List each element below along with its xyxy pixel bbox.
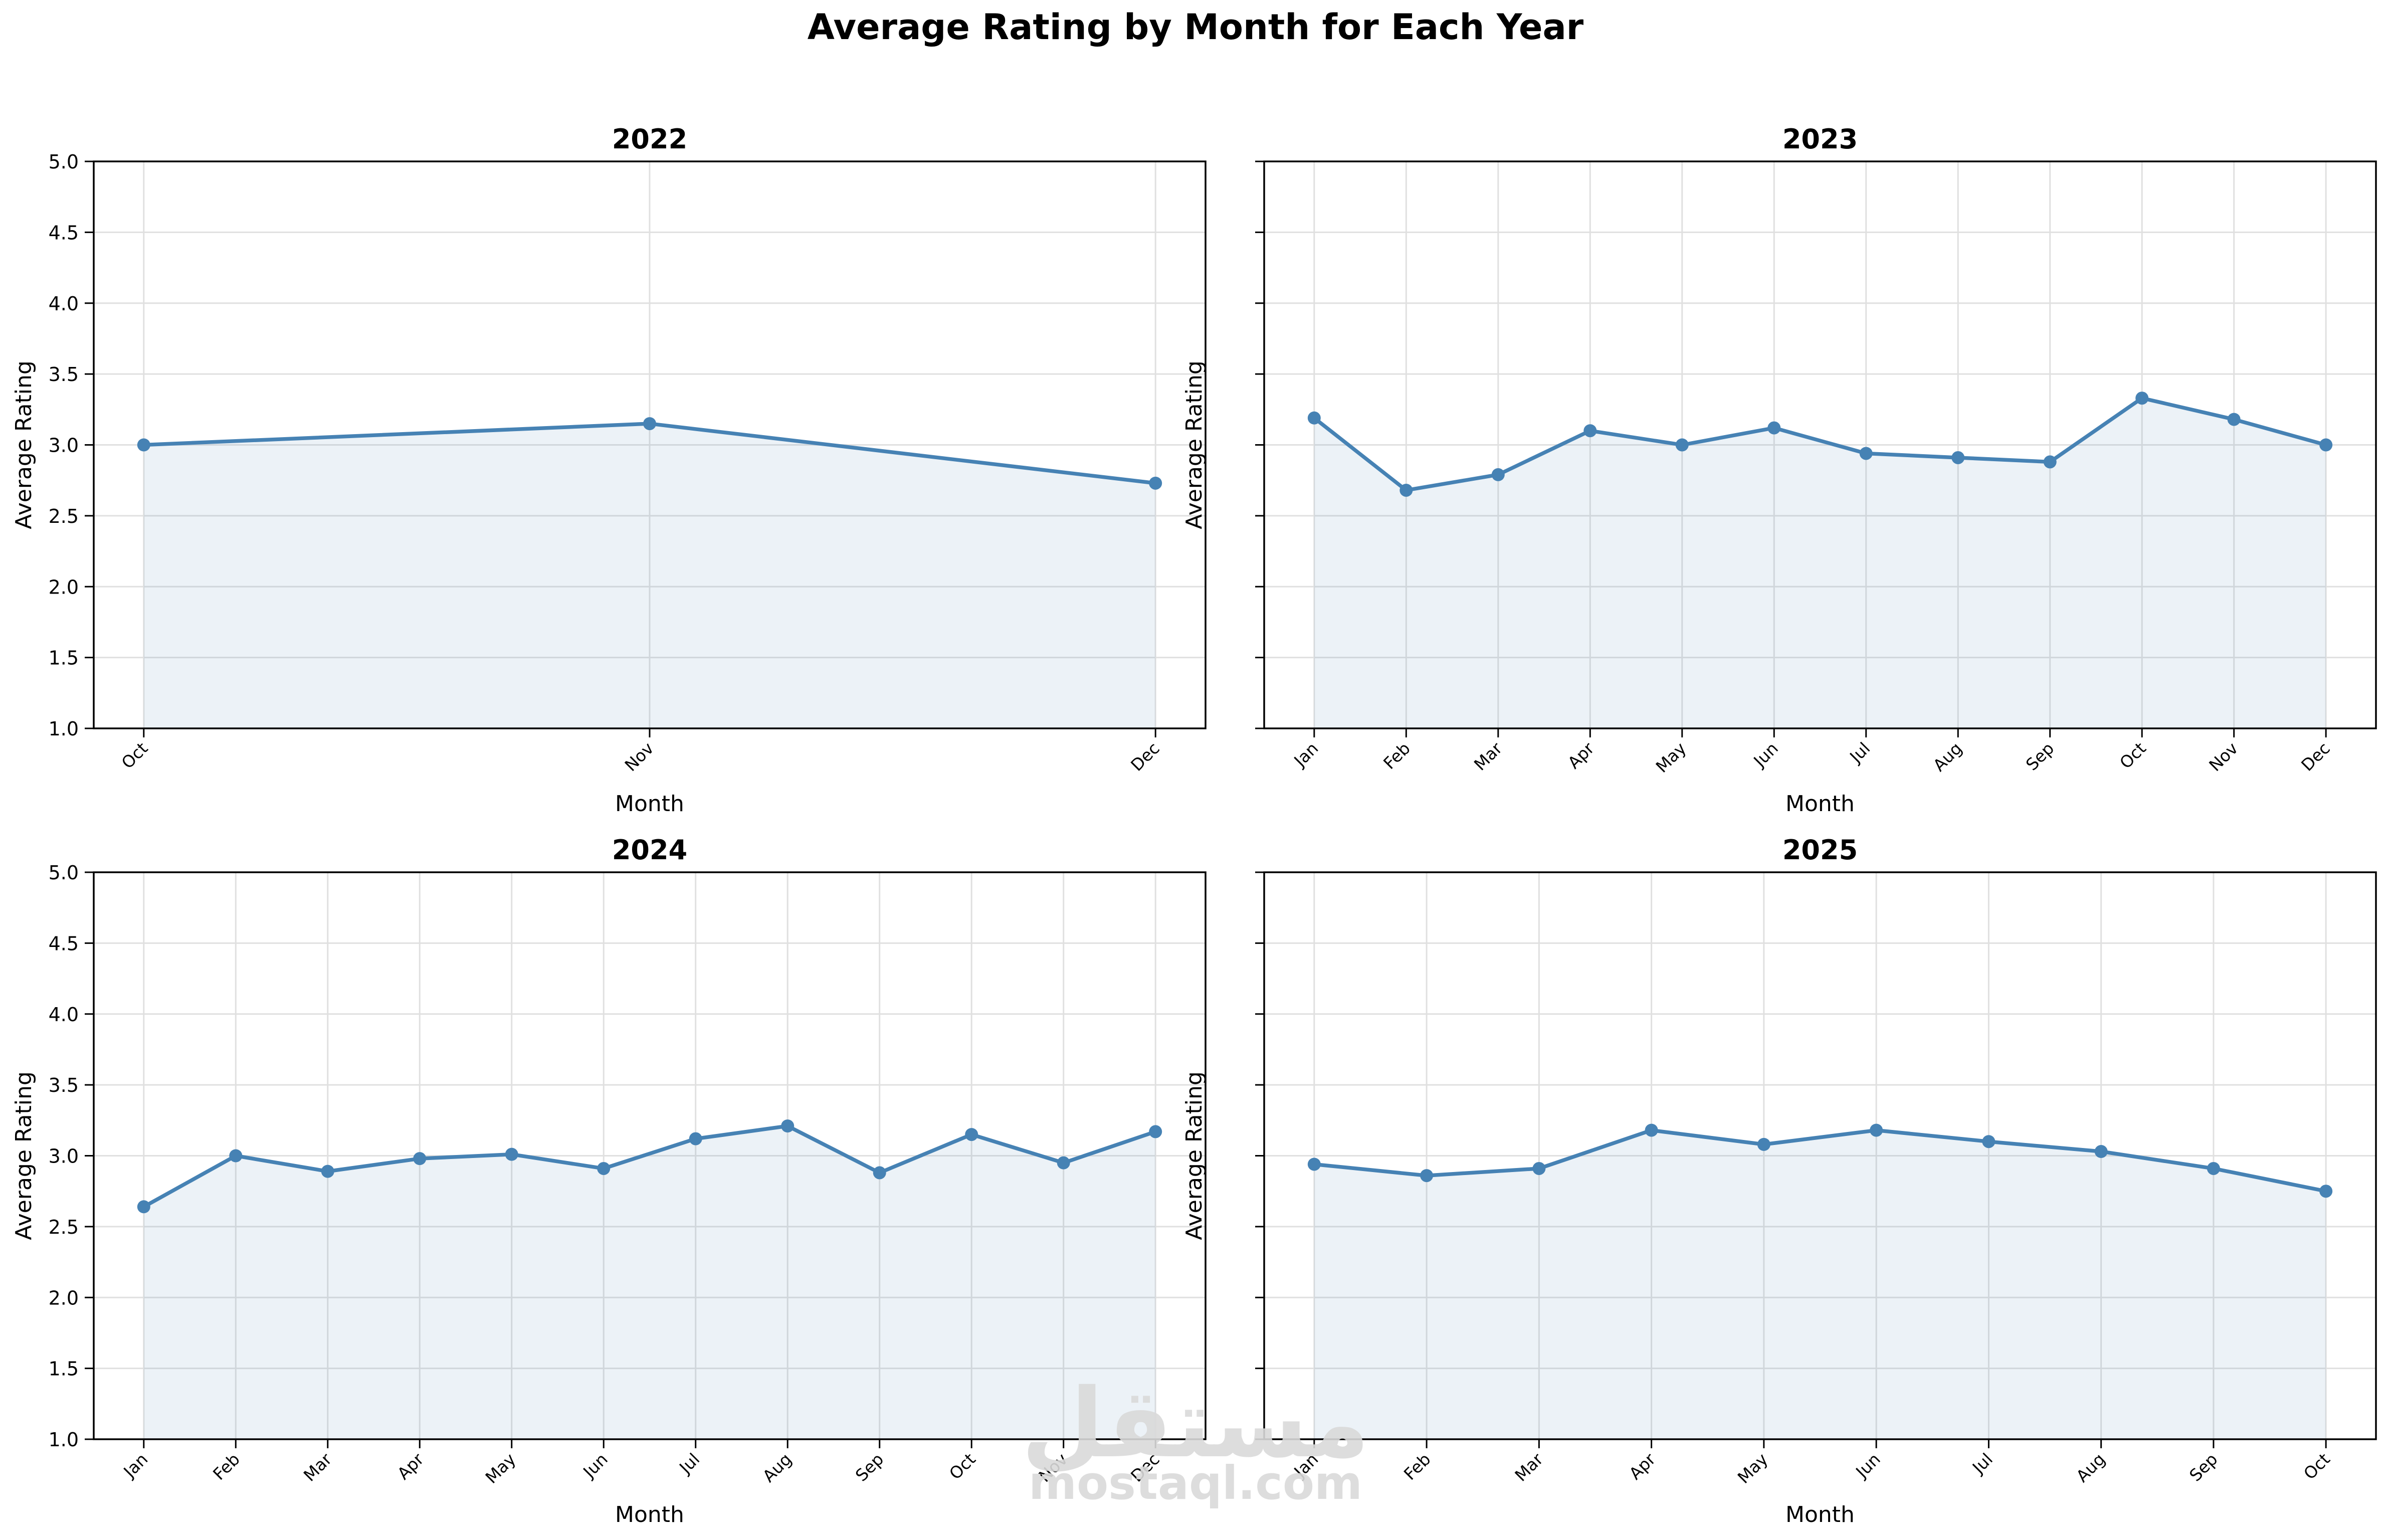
- x-axis-label: Month: [1785, 1502, 1855, 1527]
- data-point: [1951, 451, 1965, 464]
- y-tick-label: 1.0: [49, 718, 79, 740]
- data-point: [1982, 1135, 1996, 1148]
- data-point: [1645, 1123, 1658, 1137]
- y-tick-label: 4.5: [49, 222, 79, 244]
- data-point: [1491, 468, 1505, 481]
- chart-panel-2023: Jan Feb Mar Apr May Jun Jul Aug Sep Oct Nov Dec2023…: [1181, 123, 2377, 817]
- data-point: [2043, 455, 2057, 469]
- data-point: [1307, 1158, 1321, 1171]
- data-point: [505, 1147, 518, 1161]
- data-point: [1757, 1137, 1770, 1151]
- y-axis-label: Average Rating: [1181, 360, 1207, 529]
- y-tick-label: 2.0: [49, 1287, 79, 1309]
- y-tick-label: 4.0: [49, 1004, 79, 1026]
- data-point: [2207, 1162, 2220, 1175]
- area-fill: [1314, 1130, 2326, 1439]
- data-point: [413, 1152, 427, 1166]
- area-fill: [1314, 398, 2326, 728]
- data-point: [1149, 476, 1162, 490]
- y-tick-label: 1.0: [49, 1429, 79, 1451]
- data-point: [781, 1119, 794, 1133]
- data-point: [1057, 1156, 1070, 1170]
- subplot-title: 2023: [1782, 123, 1858, 155]
- data-point: [643, 417, 656, 431]
- data-point: [1149, 1125, 1162, 1138]
- y-tick-label: 3.0: [49, 1145, 79, 1168]
- data-point: [1420, 1169, 1434, 1183]
- data-point: [689, 1132, 702, 1145]
- area-fill: [143, 424, 1156, 728]
- data-point: [1870, 1123, 1883, 1137]
- data-point: [965, 1128, 978, 1141]
- data-point: [2319, 1185, 2333, 1198]
- y-tick-label: 3.5: [49, 1074, 79, 1096]
- y-axis-label: Average Rating: [1181, 1071, 1207, 1240]
- y-tick-label: 4.0: [49, 293, 79, 315]
- x-axis-label: Month: [615, 1502, 684, 1527]
- y-tick-label: 4.5: [49, 932, 79, 954]
- watermark-latin: mostaql.com: [1029, 1456, 1362, 1510]
- y-tick-label: 3.5: [49, 363, 79, 386]
- y-axis-label: Average Rating: [11, 360, 37, 529]
- data-point: [1675, 438, 1689, 452]
- series-line: [1313, 396, 2327, 492]
- data-point: [2135, 392, 2149, 405]
- subplot-title: 2025: [1782, 834, 1858, 866]
- data-point: [321, 1165, 334, 1178]
- y-axis-label: Average Rating: [11, 1071, 37, 1240]
- x-axis-label: Month: [615, 791, 684, 817]
- series-line: [142, 1124, 1156, 1209]
- data-point: [1767, 421, 1781, 435]
- data-point: [2094, 1145, 2108, 1159]
- data-point: [2227, 413, 2241, 426]
- data-point: [1532, 1162, 1546, 1175]
- watermark-arabic: مستقل: [1022, 1368, 1370, 1479]
- data-point: [873, 1166, 886, 1180]
- figure-title: Average Rating by Month for Each Year: [808, 7, 1584, 48]
- watermark: مستقل mostaql.com: [1022, 1368, 1370, 1510]
- x-axis-label: Month: [1785, 791, 1855, 817]
- area-fill: [143, 1126, 1156, 1439]
- y-tick-label: 2.5: [49, 505, 79, 527]
- data-point: [137, 438, 150, 452]
- y-tick-label: 5.0: [49, 151, 79, 173]
- data-point: [1400, 483, 1413, 497]
- data-point: [1859, 447, 1873, 460]
- data-point: [597, 1162, 611, 1175]
- y-tick-label: 2.0: [49, 576, 79, 598]
- y-tick-label: 2.5: [49, 1216, 79, 1238]
- series-line: [1314, 1128, 2326, 1193]
- y-tick-label: 5.0: [49, 862, 79, 884]
- data-point: [2319, 438, 2333, 452]
- data-point: [137, 1200, 150, 1214]
- data-point: [229, 1149, 243, 1163]
- subplot-title: 2024: [612, 834, 687, 866]
- data-point: [1583, 424, 1597, 438]
- y-tick-label: 1.5: [49, 1358, 79, 1380]
- y-tick-label: 3.0: [49, 435, 79, 457]
- subplot-title: 2022: [612, 123, 687, 155]
- data-point: [1307, 411, 1321, 425]
- y-tick-label: 1.5: [49, 647, 79, 669]
